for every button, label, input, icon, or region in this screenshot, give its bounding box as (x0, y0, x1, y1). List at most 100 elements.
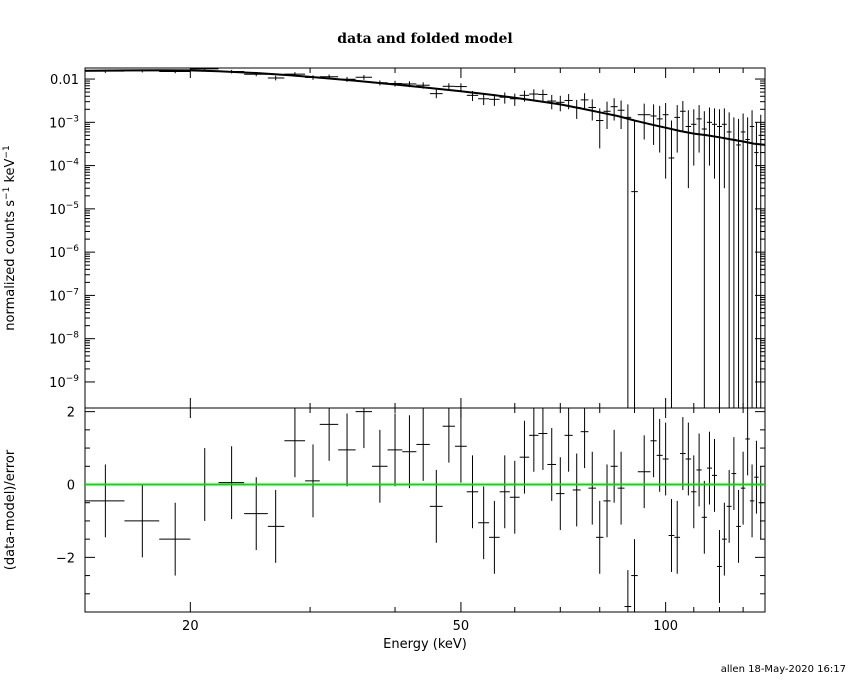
data-point (701, 111, 707, 408)
top-y-tick-label: 10−8 (49, 331, 79, 348)
residual-point (749, 464, 755, 538)
residual-point (656, 418, 663, 492)
data-point (685, 110, 692, 189)
residual-point (319, 408, 339, 461)
residual-point (442, 408, 455, 463)
data-point (637, 103, 651, 140)
residual-point (355, 408, 373, 449)
residual-point (696, 433, 702, 507)
residual-point (617, 451, 625, 525)
top-ylabel-mid: keV (3, 158, 18, 186)
tick-base: 10 (49, 160, 66, 175)
bottom-x-ticks (189, 408, 766, 612)
tick-base: 10 (49, 333, 66, 348)
residual-point (588, 451, 597, 525)
data-point (717, 109, 722, 408)
residual-point (721, 502, 727, 576)
bottom-panel-frame (84, 407, 766, 613)
tick-base: 10 (49, 376, 66, 391)
data-point (662, 102, 669, 179)
residual-point (685, 422, 692, 496)
data-point (529, 89, 539, 101)
tick-base: 10 (49, 203, 66, 218)
top-y-tick-label: 10−7 (49, 287, 79, 304)
residual-point (637, 435, 651, 509)
data-point (754, 122, 759, 408)
data-point (572, 99, 581, 119)
residual-point (726, 469, 732, 543)
residual-point (624, 570, 632, 612)
data-point (711, 108, 718, 179)
residual-point (701, 480, 707, 554)
residual-point (674, 500, 681, 574)
data-point (674, 105, 681, 153)
residual-point (244, 477, 268, 551)
residual-point (529, 408, 539, 472)
residual-point (387, 413, 403, 487)
folded-model-curve (84, 69, 766, 146)
data-point (726, 112, 732, 408)
data-point (267, 75, 285, 81)
residual-point (478, 486, 490, 560)
top-y-tick-label: 10−5 (49, 201, 79, 218)
tick-exponent: −3 (66, 114, 79, 124)
residual-point (538, 408, 548, 470)
x-tick-label: 50 (453, 619, 470, 634)
top-x-ticks (189, 68, 766, 408)
data-point (499, 92, 510, 104)
x-axis-label: Energy (keV) (383, 637, 467, 652)
residual-point (509, 460, 520, 534)
data-point (478, 93, 490, 106)
top-data-points (85, 68, 763, 408)
residual-point (580, 408, 589, 469)
data-point (509, 93, 520, 106)
residual-point (159, 502, 191, 576)
data-point (580, 93, 589, 110)
top-y-axis-label: normalized counts s−1 keV−1 (2, 145, 18, 330)
tick-base: 10 (49, 289, 66, 304)
bottom-y-tick-label: −2 (56, 551, 75, 566)
bottom-y-tick-label: 2 (67, 406, 75, 421)
top-y-tick-label: 10−3 (49, 114, 79, 131)
bottom-y-tick-label: 0 (67, 479, 75, 494)
residual-point (745, 408, 750, 476)
chart-title: data and folded model (337, 31, 512, 47)
data-point (736, 118, 741, 408)
residual-point (650, 408, 657, 478)
x-tick-labels: 20 50 100 (182, 619, 678, 634)
top-y-tick-label: 10−6 (49, 244, 79, 261)
bottom-y-axis-label: (data-model)/error (3, 449, 18, 570)
plot-footer-stamp: allen 18-May-2020 16:17 (721, 664, 846, 675)
residual-point (305, 444, 320, 518)
residual-point (758, 466, 763, 540)
residual-point (691, 455, 697, 529)
residual-point (754, 440, 759, 514)
residual-point (572, 453, 581, 527)
data-point (749, 110, 755, 408)
data-point (668, 120, 675, 408)
tick-base: 10 (49, 246, 66, 261)
data-point (721, 108, 727, 189)
data-point (740, 113, 746, 408)
data-point (617, 100, 625, 130)
residual-point (717, 530, 722, 603)
residual-point (610, 429, 618, 503)
data-point (624, 104, 632, 408)
data-point (745, 117, 750, 408)
residual-point (680, 417, 686, 490)
data-point (355, 75, 373, 80)
top-ylabel-exp1: −1 (2, 187, 12, 200)
residual-point (85, 464, 125, 538)
residual-point (124, 484, 160, 558)
top-panel-frame (84, 67, 766, 409)
data-point (610, 98, 618, 121)
data-point (442, 83, 455, 90)
tick-exponent: −8 (66, 331, 80, 341)
residual-points (85, 408, 763, 612)
data-point (680, 101, 686, 132)
data-point (631, 120, 638, 408)
residual-point (429, 469, 443, 543)
